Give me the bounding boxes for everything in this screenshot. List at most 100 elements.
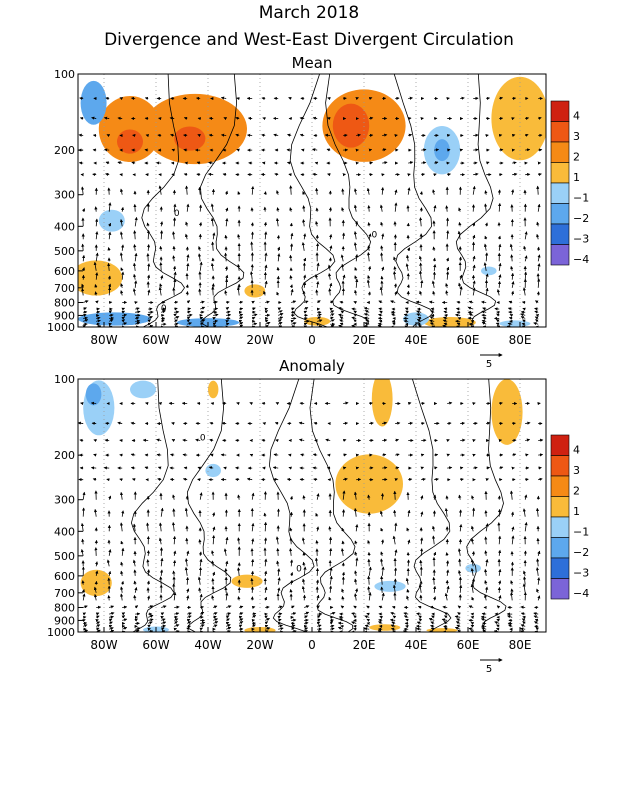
vector-arrow bbox=[289, 495, 293, 500]
vector-arrow bbox=[173, 591, 177, 601]
vector-arrow bbox=[134, 605, 139, 609]
vector-arrow bbox=[341, 588, 345, 593]
vector-arrow bbox=[147, 624, 151, 628]
vector-arrow bbox=[403, 313, 409, 317]
vector-arrow bbox=[536, 246, 540, 251]
x-tick-label: 60W bbox=[142, 638, 169, 652]
vector-arrow bbox=[473, 172, 479, 176]
vector-arrow bbox=[278, 322, 283, 325]
vector-arrow bbox=[339, 322, 344, 326]
colorbar-cell bbox=[550, 496, 570, 518]
vector-arrow bbox=[363, 306, 370, 311]
vector-arrow bbox=[82, 619, 86, 623]
vector-arrow bbox=[264, 280, 268, 288]
vector-arrow bbox=[498, 568, 502, 576]
vector-arrow bbox=[183, 466, 188, 470]
vector-arrow bbox=[538, 148, 543, 152]
divergence-shade bbox=[491, 76, 546, 161]
vector-arrow bbox=[405, 618, 409, 622]
vector-arrow bbox=[341, 527, 345, 532]
vector-arrow bbox=[289, 588, 293, 593]
vector-arrow bbox=[183, 148, 188, 152]
vector-arrow bbox=[507, 615, 513, 619]
vector-arrow bbox=[418, 615, 422, 619]
vector-arrow bbox=[368, 566, 372, 576]
y-tick-label: 100 bbox=[54, 68, 75, 81]
vector-arrow bbox=[264, 319, 269, 323]
vector-arrow bbox=[525, 453, 529, 457]
vector-arrow bbox=[304, 615, 308, 619]
vector-arrow bbox=[238, 615, 243, 619]
vector-arrow bbox=[239, 322, 244, 326]
vector-arrow bbox=[147, 319, 151, 323]
vector-arrow bbox=[119, 97, 124, 101]
vector-arrow bbox=[108, 322, 112, 326]
vector-arrow bbox=[287, 133, 292, 137]
vector-arrow bbox=[379, 310, 383, 314]
vector-arrow bbox=[161, 319, 165, 323]
vector-arrow bbox=[173, 550, 177, 556]
vector-arrow bbox=[327, 173, 331, 177]
vector-arrow bbox=[120, 593, 124, 601]
vector-arrow bbox=[510, 588, 514, 593]
vector-arrow bbox=[498, 549, 502, 556]
vector-arrow bbox=[316, 262, 320, 271]
vector-arrow bbox=[198, 587, 202, 593]
vector-arrow bbox=[342, 466, 347, 470]
vector-arrow bbox=[197, 466, 202, 470]
vector-arrow bbox=[470, 583, 474, 593]
divergence-shade bbox=[78, 260, 123, 296]
vector-arrow bbox=[316, 526, 320, 532]
vector-arrow bbox=[132, 523, 137, 532]
vector-arrow bbox=[275, 438, 279, 443]
vector-arrow bbox=[235, 477, 240, 482]
vector-arrow bbox=[434, 453, 439, 457]
vector-arrow bbox=[108, 202, 112, 212]
colorbar-cell bbox=[550, 121, 570, 143]
contour-line bbox=[186, 379, 232, 632]
vector-arrow bbox=[264, 558, 268, 567]
vector-arrow bbox=[420, 466, 425, 470]
vector-arrow bbox=[212, 571, 216, 576]
vector-arrow bbox=[169, 116, 175, 120]
vector-arrow bbox=[447, 172, 452, 177]
vector-arrow bbox=[495, 322, 500, 326]
vector-arrow bbox=[301, 585, 305, 593]
vector-arrow bbox=[146, 522, 150, 532]
vector-arrow bbox=[329, 547, 333, 556]
contour-line bbox=[455, 74, 497, 327]
vector-arrow bbox=[471, 596, 475, 601]
vector-arrow bbox=[468, 300, 474, 304]
vector-arrow bbox=[291, 612, 297, 616]
vector-arrow bbox=[225, 615, 230, 619]
vector-arrow bbox=[185, 221, 189, 227]
vector-arrow bbox=[471, 578, 476, 585]
vector-arrow bbox=[316, 281, 320, 288]
vector-arrow bbox=[525, 116, 530, 120]
vector-arrow bbox=[445, 257, 449, 262]
vector-arrow bbox=[226, 605, 232, 609]
vector-arrow bbox=[200, 624, 205, 628]
vector-arrow bbox=[380, 275, 384, 280]
vector-arrow bbox=[354, 570, 358, 576]
vector-arrow bbox=[486, 161, 490, 165]
vector-arrow bbox=[225, 322, 230, 326]
vector-arrow bbox=[133, 580, 137, 585]
vector-arrow bbox=[117, 421, 123, 425]
vector-arrow bbox=[145, 134, 150, 138]
vector-arrow bbox=[108, 570, 112, 576]
vector-arrow bbox=[534, 307, 539, 311]
vector-arrow bbox=[316, 615, 321, 619]
vector-arrow bbox=[237, 494, 241, 500]
vector-arrow bbox=[278, 316, 284, 320]
vector-arrow bbox=[147, 289, 151, 296]
vector-arrow bbox=[405, 624, 409, 628]
vector-arrow bbox=[536, 233, 540, 240]
vector-arrow bbox=[160, 615, 164, 619]
contour-line bbox=[289, 74, 336, 327]
x-tick-label: 80E bbox=[509, 638, 532, 652]
vector-arrow bbox=[433, 263, 437, 271]
vector-arrow bbox=[520, 612, 526, 616]
vector-arrow bbox=[329, 282, 333, 288]
vector-arrow bbox=[535, 314, 540, 318]
